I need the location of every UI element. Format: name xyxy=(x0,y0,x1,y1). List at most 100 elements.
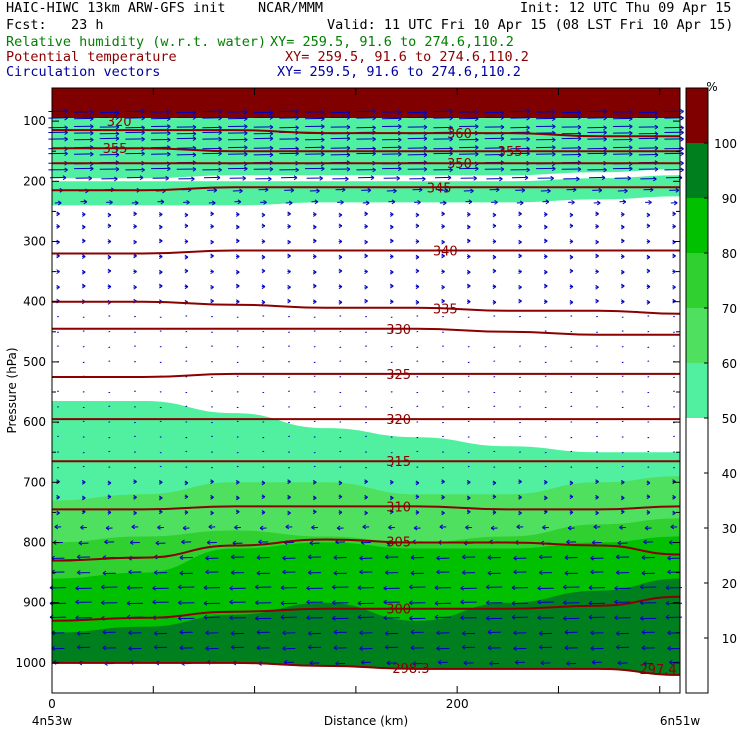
wind-vector-head xyxy=(518,479,522,485)
wind-vector-head xyxy=(287,269,291,275)
wind-vector-head xyxy=(282,555,286,561)
wind-vector-head xyxy=(320,145,325,151)
wind-vector-head xyxy=(615,630,620,636)
wind-vector-head xyxy=(543,299,548,305)
wind-vector-head xyxy=(595,284,599,290)
colorbar-segment xyxy=(686,253,708,308)
wind-vector-head xyxy=(115,124,120,130)
wind-vector-head xyxy=(393,188,397,194)
wind-vector-head xyxy=(526,125,530,131)
wind-vector-head xyxy=(203,585,208,591)
theta-contour-310 xyxy=(52,505,681,511)
wind-vector-head xyxy=(102,645,107,651)
wind-vector-head xyxy=(243,109,248,115)
wind-vector-head xyxy=(628,109,633,115)
wind-vector-head xyxy=(643,539,647,545)
wind-vector-head xyxy=(423,145,428,151)
wind-vector-head xyxy=(333,570,338,576)
wind-vector-head xyxy=(256,645,261,651)
wind-vector-head xyxy=(184,494,189,500)
wind-vector-head xyxy=(461,630,466,636)
wind-vector-head xyxy=(474,109,479,115)
wind-vector-head xyxy=(569,509,574,515)
wind-vector-head xyxy=(614,585,618,591)
wind-vector-head xyxy=(166,166,171,172)
wind-vector-head xyxy=(492,480,497,486)
wind-vector-head xyxy=(500,124,505,130)
wind-vector-head xyxy=(338,223,343,229)
wind-vector-head xyxy=(78,540,83,546)
wind-vector-head xyxy=(590,646,594,651)
wind-vector-head xyxy=(288,200,293,206)
wind-vector-head xyxy=(486,600,490,606)
wind-vector-head xyxy=(620,509,625,515)
wind-vector-head xyxy=(261,299,266,305)
wind-vector-head xyxy=(261,223,266,229)
wind-vector-head xyxy=(89,109,94,115)
wind-vector-head xyxy=(614,615,618,621)
wind-vector-head xyxy=(364,211,368,217)
wind-vector-head xyxy=(595,298,599,304)
wind-vector-head xyxy=(364,494,368,500)
wind-vector-head xyxy=(492,212,497,218)
colorbar-unit: % xyxy=(706,80,717,94)
wind-vector-head xyxy=(370,175,375,181)
wind-vector-head xyxy=(104,539,108,545)
wind-vector-head xyxy=(441,510,445,516)
wind-vector-head xyxy=(158,254,163,259)
wind-vector-head xyxy=(436,630,440,636)
wind-vector-head xyxy=(680,160,684,166)
wind-vector-head xyxy=(184,284,189,290)
y-tick-label: 200 xyxy=(23,174,46,188)
wind-vector-head xyxy=(372,125,376,131)
wind-vector-head xyxy=(383,585,387,591)
wind-vector-head xyxy=(332,615,336,621)
wind-vector-head xyxy=(346,115,351,120)
wind-vector-head xyxy=(243,151,248,157)
wind-vector-head xyxy=(672,494,676,500)
wind-vector-head xyxy=(460,585,464,591)
wind-vector-head xyxy=(338,284,343,290)
wind-vector-head xyxy=(287,479,291,485)
wind-vector-head xyxy=(461,570,466,576)
wind-vector-head xyxy=(513,630,517,636)
wind-vector-head xyxy=(218,109,222,114)
wind-vector-head xyxy=(312,238,317,244)
wind-vector-head xyxy=(102,629,107,635)
wind-vector-head xyxy=(166,116,171,122)
wind-vector-head xyxy=(320,151,325,157)
wind-vector-head xyxy=(667,646,671,651)
wind-vector-head xyxy=(210,253,214,259)
wind-vector-head xyxy=(230,644,235,650)
field-rh-xy: XY= 259.5, 91.6 to 274.6,110.2 xyxy=(270,34,514,50)
wind-vector-head xyxy=(287,298,291,304)
wind-vector-head xyxy=(466,212,471,217)
wind-vector-head xyxy=(590,630,594,636)
wind-vector-head xyxy=(439,524,444,530)
wind-vector-head xyxy=(346,152,351,158)
y-tick-label: 400 xyxy=(23,295,46,309)
wind-vector-head xyxy=(680,125,684,131)
wind-vector-head xyxy=(537,615,541,621)
wind-vector-head xyxy=(513,646,517,651)
wind-vector-head xyxy=(269,136,274,141)
wind-vector-head xyxy=(205,555,209,561)
wind-vector-head xyxy=(615,554,620,560)
wind-vector-head xyxy=(287,284,291,290)
wind-vector-head xyxy=(654,166,659,172)
wind-vector-head xyxy=(500,152,505,158)
wind-vector-head xyxy=(269,145,274,151)
wind-vector-head xyxy=(474,116,479,122)
wind-vector-head xyxy=(646,299,651,305)
wind-vector-head xyxy=(441,239,445,245)
colorbar-label: 40 xyxy=(722,467,737,481)
wind-vector-head xyxy=(620,479,625,485)
wind-vector-head xyxy=(203,614,208,620)
wind-vector-head xyxy=(56,284,60,290)
theta-label-310: 310 xyxy=(386,500,411,515)
wind-vector-head xyxy=(338,239,343,244)
wind-vector-head xyxy=(646,494,651,500)
wind-vector-head xyxy=(591,540,596,545)
wind-vector-head xyxy=(551,145,556,151)
